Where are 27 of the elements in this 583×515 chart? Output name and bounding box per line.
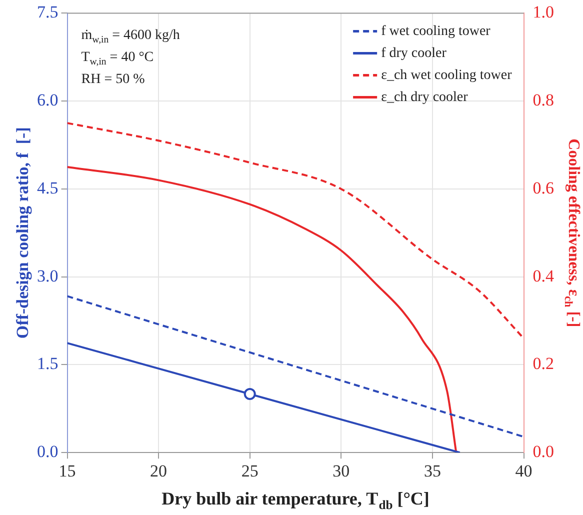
y-tick-label: 6.0 [37,90,58,110]
y-axis-title: Off-design cooling ratio, f [-] [13,127,32,339]
x-tick-label: 20 [150,461,168,480]
x-tick-label: 40 [515,461,532,480]
legend-label: f dry cooler [381,46,447,62]
line-series [67,166,458,453]
x-tick-label: 30 [332,461,350,480]
legend-label: ε_ch wet cooling tower [381,68,512,84]
y2-tick-label: 1.0 [532,2,554,22]
line-series [67,122,524,340]
y-tick-label: 7.5 [37,2,58,22]
y2-tick-label: 0.2 [532,354,554,374]
legend-label: f wet cooling tower [381,24,491,40]
y2-tick-label: 0.0 [532,442,554,462]
y2-tick-label: 0.4 [532,266,554,286]
x-tick-label: 15 [58,461,76,480]
y-tick-label: 1.5 [37,354,58,374]
y2-tick-label: 0.6 [532,178,554,198]
y2-tick-label: 0.8 [532,90,554,110]
x-tick-label: 35 [424,461,441,480]
y-tick-label: 4.5 [37,178,58,198]
annotation: RH = 50 % [81,72,146,88]
y2-axis-title: Cooling effectiveness, εch [-] [562,138,582,328]
x-tick-label: 25 [241,461,258,480]
legend-label: ε_ch dry cooler [381,90,468,106]
y-tick-label: 0.0 [37,442,58,462]
y-tick-label: 3.0 [37,266,58,286]
